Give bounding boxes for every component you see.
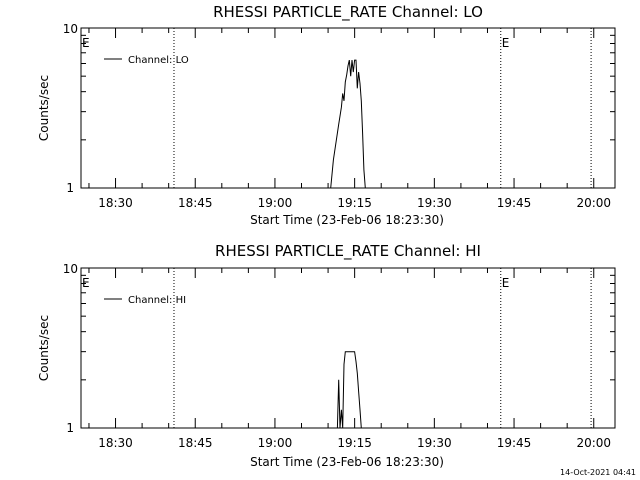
chart-title: RHESSI PARTICLE_RATE Channel: HI xyxy=(215,242,481,261)
y-axis-label: Counts/sec xyxy=(37,315,51,381)
x-tick-label: 19:30 xyxy=(417,196,452,210)
x-tick-label: 19:00 xyxy=(258,196,293,210)
x-tick-label: 19:15 xyxy=(337,436,372,450)
x-tick-label: 19:45 xyxy=(497,436,532,450)
legend-entry-label: Channel: LO xyxy=(128,55,189,66)
y-axis-label: Counts/sec xyxy=(37,75,51,141)
plot-frame xyxy=(80,27,616,189)
legend-entry-label: Channel: HI xyxy=(128,295,186,306)
plot-area: 18:30 18:45 19:00 19:15 19:30 19:45 20:00 E E xyxy=(80,268,615,450)
timestamp: 14-Oct-2021 04:41 xyxy=(560,468,636,477)
x-axis-label: Start Time (23-Feb-06 18:23:30) xyxy=(250,213,444,227)
x-axis-label: Start Time (23-Feb-06 18:23:30) xyxy=(250,455,444,469)
x-tick-label: 19:00 xyxy=(258,436,293,450)
event-marker-label: E xyxy=(502,36,510,50)
x-tick-label: 19:15 xyxy=(337,196,372,210)
chart-title: RHESSI PARTICLE_RATE Channel: LO xyxy=(213,3,483,22)
y-tick-label-10: 10 xyxy=(63,262,78,276)
x-tick-label: 18:45 xyxy=(178,436,213,450)
x-tick-label: 18:30 xyxy=(98,436,133,450)
event-marker-label: E xyxy=(82,276,90,290)
x-tick-label: 20:00 xyxy=(576,436,611,450)
plot-frame xyxy=(80,267,616,429)
legend: Channel: LO xyxy=(104,55,189,66)
y-tick-label-1: 1 xyxy=(66,181,74,195)
event-marker-label: E xyxy=(82,36,90,50)
x-tick-label: 20:00 xyxy=(576,196,611,210)
x-tick-label: 19:45 xyxy=(497,196,532,210)
y-tick-label-1: 1 xyxy=(66,421,74,435)
x-tick-label: 18:30 xyxy=(98,196,133,210)
plot-area: 18:30 18:45 19:00 19:15 19:30 19:45 20:00 E E xyxy=(80,28,615,210)
y-tick-label-10: 10 xyxy=(63,22,78,36)
series-line xyxy=(336,351,362,429)
panel-lo: RHESSI PARTICLE_RATE Channel: LO 18:30 18… xyxy=(37,3,616,227)
legend: Channel: HI xyxy=(104,295,186,306)
panel-hi: RHESSI PARTICLE_RATE Channel: HI 18:30 18… xyxy=(37,242,616,469)
event-marker-label: E xyxy=(502,276,510,290)
series-line xyxy=(330,59,366,189)
x-tick-label: 18:45 xyxy=(178,196,213,210)
x-tick-label: 19:30 xyxy=(417,436,452,450)
